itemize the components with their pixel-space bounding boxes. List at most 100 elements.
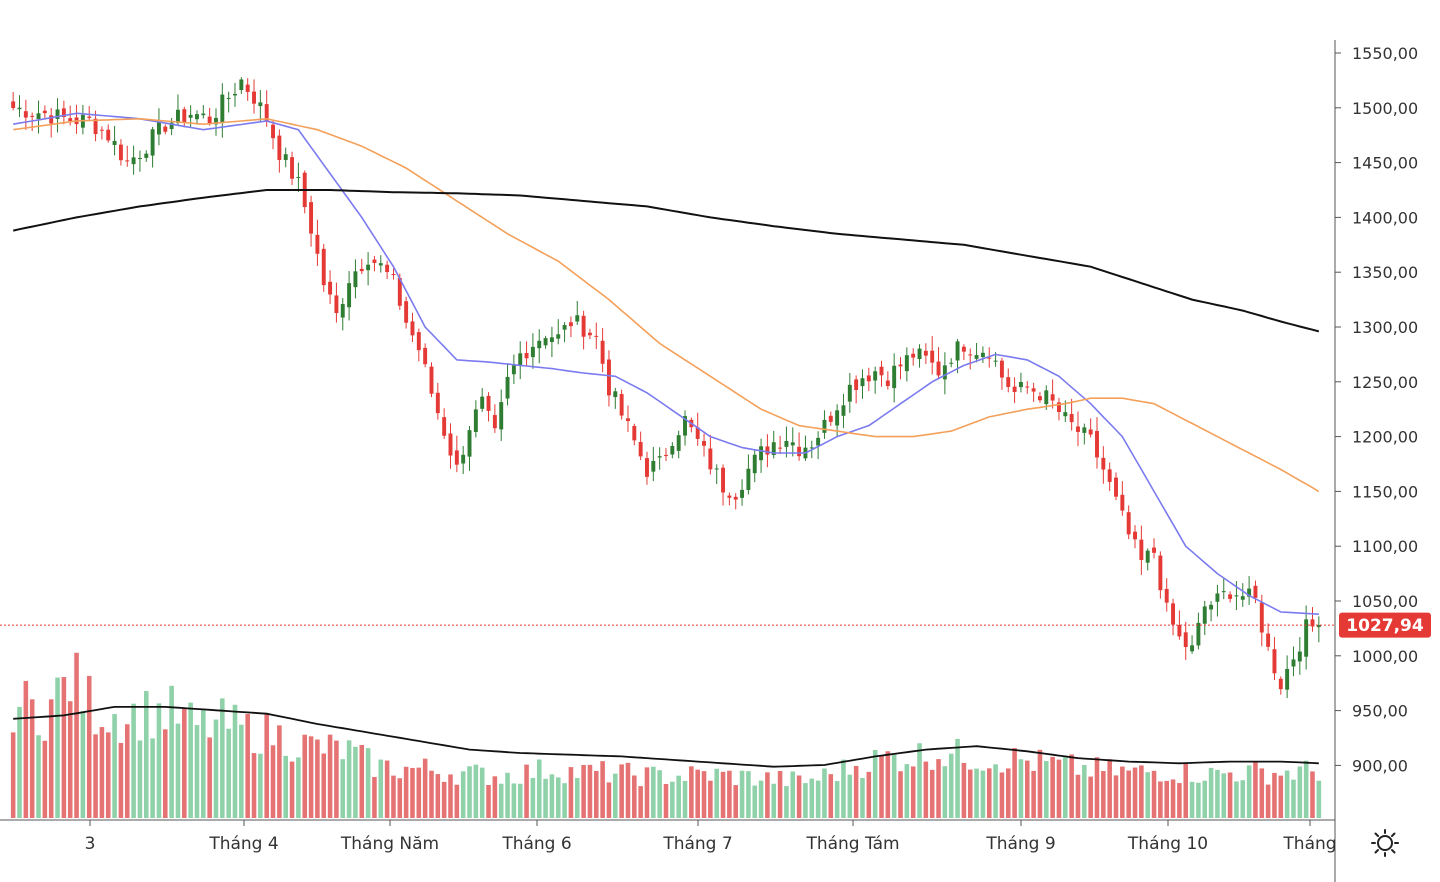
volume-bar [93, 734, 98, 818]
volume-bar [993, 764, 998, 818]
volume-bar [1240, 780, 1246, 818]
volume-bar [885, 751, 891, 818]
x-tick-label: Tháng Năm [340, 834, 439, 854]
volume-bar [112, 714, 117, 818]
candle-body [961, 346, 966, 352]
candle-body [1234, 595, 1239, 597]
candle-body [765, 446, 770, 455]
candle-body [638, 441, 643, 457]
candle-body [1133, 531, 1137, 540]
volume-bar [163, 729, 168, 818]
volume-bar [422, 758, 428, 818]
candle-body [568, 322, 573, 327]
volume-bar [1310, 771, 1315, 818]
candle-body [11, 101, 16, 108]
x-tick-label: Tháng 9 [985, 834, 1055, 854]
candle-body [854, 379, 859, 390]
volume-bar [1284, 770, 1290, 818]
candle-body [144, 153, 149, 158]
candle-body [252, 91, 256, 104]
volume-bar [372, 776, 377, 818]
candle-body [1240, 596, 1245, 600]
candle-body [42, 110, 47, 114]
volume-bar [460, 771, 466, 818]
volume-bar [365, 748, 371, 818]
volume-bar [587, 764, 593, 818]
volume-bar [17, 706, 22, 818]
volume-bar [169, 685, 174, 818]
volume-bar [574, 777, 580, 818]
volume-bar [42, 740, 48, 818]
volume-bar [714, 768, 719, 818]
candle-body [511, 365, 516, 375]
y-tick-label: 1300,00 [1352, 318, 1418, 337]
candle-body [429, 366, 434, 394]
volume-bar [872, 749, 878, 818]
candle-body [1025, 386, 1030, 388]
volume-bar [67, 701, 73, 818]
volume-bar [549, 774, 555, 818]
candle-body [1209, 604, 1214, 610]
volume-bar [10, 732, 16, 818]
volume-bar [492, 776, 498, 818]
volume-bar [980, 770, 986, 818]
candle-body [182, 109, 187, 123]
volume-bar [454, 784, 460, 818]
y-tick-label: 1050,00 [1352, 592, 1418, 611]
candle-body [137, 158, 142, 160]
settings-gear-icon[interactable] [1371, 829, 1399, 857]
candle-body [904, 355, 909, 372]
y-tick-label: 1000,00 [1352, 647, 1418, 666]
candle-body [1076, 426, 1080, 432]
candle-body [594, 335, 599, 337]
volume-bar [289, 761, 295, 818]
volume-bar [600, 761, 605, 818]
y-tick-label: 900,00 [1352, 756, 1408, 775]
volume-bar [264, 713, 269, 818]
candle-body [23, 111, 28, 118]
volume-bar [1234, 781, 1239, 818]
volume-bar [175, 723, 181, 818]
volume-bar [625, 762, 631, 818]
volume-bar [1272, 772, 1277, 818]
volume-bar [1221, 773, 1227, 818]
volume-bar [644, 767, 650, 818]
ma20-line [13, 112, 1319, 615]
volume-bar [1265, 784, 1271, 818]
volume-bar [815, 780, 821, 818]
candle-body [1044, 390, 1049, 405]
candle-body [1202, 606, 1207, 624]
y-tick-label: 1550,00 [1352, 44, 1418, 63]
volume-bar [1037, 749, 1043, 818]
volume-bar [606, 782, 612, 818]
volume-bar [777, 771, 783, 818]
volume-bar [974, 768, 979, 818]
volume-bar [727, 770, 732, 818]
volume-bar [479, 767, 485, 818]
volume-bar [1215, 769, 1220, 818]
candle-body [106, 129, 111, 141]
volume-bar [1189, 781, 1195, 818]
volume-bar [1113, 775, 1119, 818]
candle-body [1278, 678, 1283, 690]
candle-body [816, 437, 821, 446]
volume-bar [207, 737, 212, 818]
candle-body [347, 283, 352, 308]
volume-bar [448, 774, 453, 818]
volume-bar [1183, 763, 1189, 818]
candle-body [778, 447, 783, 449]
volume-bar [771, 783, 777, 818]
candle-body [549, 337, 554, 343]
candle-body [492, 415, 497, 429]
candle-body [860, 378, 865, 387]
volume-bar [581, 764, 586, 818]
candle-body [188, 114, 193, 118]
volume-bar [1005, 768, 1011, 818]
candle-body [1158, 555, 1163, 591]
candle-body [1095, 430, 1099, 458]
volume-bar [277, 725, 282, 818]
volume-bar [1164, 780, 1169, 818]
candle-body [955, 341, 960, 361]
volume-bar [809, 778, 815, 818]
